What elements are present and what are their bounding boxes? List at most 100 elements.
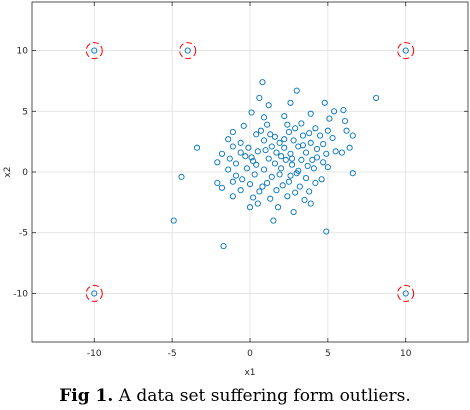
- data-point: [260, 166, 268, 173]
- data-point: [214, 179, 221, 186]
- x-tick-label: 5: [325, 349, 331, 359]
- outlier-circle: [85, 284, 103, 302]
- data-point: [281, 144, 288, 151]
- data-point: [229, 128, 236, 135]
- data-point: [265, 155, 272, 162]
- x-axis-label: x1: [244, 368, 255, 378]
- x-tick-label: -5: [168, 349, 177, 359]
- y-tick-label: -5: [19, 229, 28, 239]
- data-point: [225, 136, 232, 143]
- data-point: [254, 148, 261, 155]
- data-point: [232, 160, 240, 167]
- data-point: [225, 166, 232, 173]
- data-point: [373, 94, 380, 101]
- data-point: [268, 143, 275, 150]
- data-point: [307, 139, 314, 146]
- data-point: [293, 87, 300, 94]
- data-point: [232, 172, 240, 179]
- data-point: [248, 154, 255, 161]
- data-point: [292, 125, 299, 132]
- data-point: [237, 149, 244, 156]
- data-point: [240, 122, 247, 129]
- data-point: [312, 125, 319, 132]
- data-point: [248, 109, 255, 116]
- data-point: [260, 114, 268, 121]
- data-point: [349, 132, 356, 139]
- data-point: [287, 172, 294, 179]
- data-point: [250, 158, 257, 165]
- data-point: [251, 171, 258, 178]
- data-point: [298, 156, 305, 163]
- data-point: [402, 290, 409, 297]
- data-point: [276, 139, 283, 146]
- data-point: [326, 115, 333, 122]
- data-point: [259, 79, 266, 86]
- data-point: [268, 173, 275, 180]
- data-point: [265, 102, 272, 109]
- data-point: [245, 144, 252, 151]
- data-point: [246, 181, 254, 188]
- data-point: [313, 145, 321, 152]
- y-tick-label: 10: [17, 47, 29, 57]
- y-tick-label: -10: [13, 289, 28, 299]
- data-point: [320, 159, 327, 166]
- data-point: [279, 182, 286, 189]
- ticks: -10 -5 0 5 10 -10 -5 0 5 10: [13, 2, 468, 359]
- data-point: [226, 155, 233, 162]
- data-point: [298, 120, 305, 127]
- data-point: [284, 193, 291, 200]
- data-point: [340, 107, 347, 114]
- data-point: [246, 204, 254, 211]
- data-point: [306, 188, 313, 195]
- data-points: [91, 47, 409, 297]
- data-point: [250, 194, 257, 201]
- outlier-circle: [85, 42, 103, 60]
- data-point: [270, 217, 277, 224]
- outlier-circle: [179, 42, 197, 60]
- data-point: [299, 142, 306, 149]
- data-point: [321, 99, 328, 106]
- data-point: [402, 47, 409, 54]
- data-point: [288, 155, 296, 162]
- data-point: [292, 189, 299, 196]
- data-point: [273, 149, 280, 156]
- data-point: [91, 290, 98, 297]
- data-point: [281, 136, 288, 143]
- data-point: [91, 47, 98, 54]
- y-tick-label: 0: [22, 168, 28, 178]
- data-point: [324, 127, 331, 134]
- data-point: [323, 150, 330, 157]
- outlier-circle: [397, 42, 415, 60]
- data-point: [254, 200, 261, 207]
- data-point: [303, 149, 310, 156]
- data-point: [329, 134, 336, 142]
- data-point: [341, 117, 349, 125]
- data-point: [257, 127, 264, 134]
- data-point: [260, 137, 268, 144]
- data-point: [285, 178, 292, 185]
- data-point: [237, 187, 244, 194]
- data-point: [343, 127, 350, 134]
- data-point: [296, 183, 303, 190]
- data-point: [287, 99, 294, 106]
- x-tick-label: 10: [400, 349, 412, 359]
- data-point: [253, 131, 260, 138]
- data-point: [307, 110, 314, 117]
- data-point: [264, 179, 271, 186]
- data-point: [239, 176, 246, 183]
- data-point: [237, 139, 244, 146]
- data-point: [320, 141, 327, 148]
- caption-text: A data set suffering form outliers.: [113, 386, 411, 406]
- data-point: [290, 137, 297, 144]
- data-point: [278, 165, 285, 172]
- data-point: [218, 150, 226, 157]
- data-point: [346, 144, 353, 151]
- data-point: [267, 131, 274, 138]
- figure-caption: Fig 1. A data set suffering form outlier…: [0, 386, 470, 406]
- data-point: [264, 121, 271, 128]
- data-point: [229, 193, 236, 200]
- data-point: [267, 195, 274, 202]
- data-point: [259, 183, 266, 190]
- data-point: [332, 148, 339, 155]
